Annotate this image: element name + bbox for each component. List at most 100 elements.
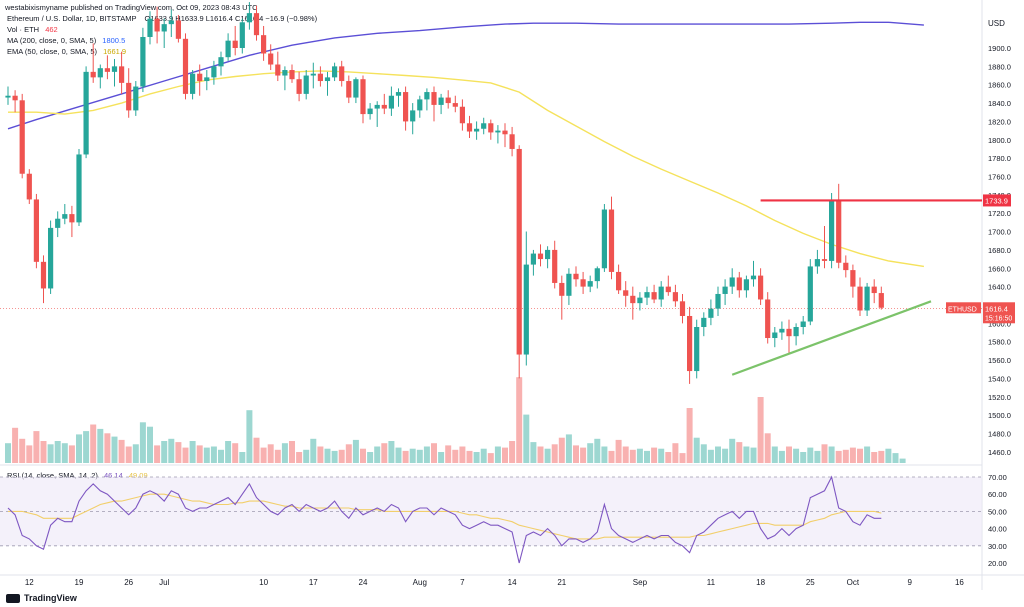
candle-body [502,130,508,135]
volume-bar [239,452,246,463]
rsi-label: RSI (14, close, SMA, 14, 2) [7,471,98,480]
candle-body [523,264,529,355]
candle-body [438,97,444,105]
candle-body [836,200,842,263]
candle-body [417,99,423,111]
volume-bar [431,443,437,463]
volume-bar [253,437,260,463]
volume-bar [338,449,345,463]
volume-bar [587,443,594,463]
volume-bar [296,452,303,463]
rsi-tick-label: 20.00 [988,559,1007,568]
candle-body [772,332,778,339]
ema-value: 1661.9 [103,47,127,56]
volume-bar [523,414,530,463]
volume-bar [331,450,338,463]
volume-bar [5,443,11,463]
candle-body [374,104,380,109]
price-tick-label: 1560.0 [988,356,1011,365]
candle-body [452,103,458,107]
volume-bar [352,439,359,463]
tradingview-logo: TradingView [6,593,77,603]
candle-body [40,261,47,289]
volume-bar [558,437,565,463]
candle-body [253,13,260,36]
resistance-price-label: 1733.9 [985,196,1008,205]
candle-body [850,270,856,287]
symbol-tag-label: ETHUSD [948,306,977,313]
candle-body [793,327,799,337]
price-tick-label: 1720.0 [988,209,1011,218]
time-tick-label: 10 [259,578,268,587]
candle-body [807,266,813,322]
candle-body [69,214,75,223]
volume-bar [686,408,693,463]
volume-bar [494,446,501,463]
volume-bar [132,444,139,463]
candle-body [736,277,742,291]
price-tick-label: 1540.0 [988,374,1011,383]
volume-bar [750,447,757,463]
volume-bar [210,446,217,463]
volume-bar [409,448,416,463]
candle-body [261,35,267,54]
candle-body [672,292,678,302]
time-tick-label: Sep [633,578,648,587]
volume-bar [849,447,856,463]
candle-body [360,79,366,115]
candle-body [516,148,522,355]
volume-bar [189,441,196,463]
candle-body [679,301,686,316]
candle-body [665,286,671,293]
candle-body [424,92,430,100]
volume-bar [764,433,771,463]
volume-bar [707,449,714,463]
candle-body [864,286,870,311]
time-tick-label: 7 [460,578,465,587]
volume-bar [580,447,587,463]
price-tick-label: 1680.0 [988,246,1011,255]
volume-bar [324,448,331,463]
candle-body [90,71,96,78]
candle-body [218,57,224,67]
volume-bar [729,438,736,463]
volume-value: 462 [45,25,58,34]
volume-legend: Vol · ETH 462 [7,25,58,35]
candle-body [381,104,387,109]
candle-body [55,218,61,228]
candle-body [843,262,849,271]
tradingview-logo-text: TradingView [24,593,77,603]
volume-bar [317,446,324,463]
time-tick-label: 16 [955,578,964,587]
volume-bar [40,441,47,463]
volume-bar [68,445,75,463]
volume-bar [878,450,885,463]
volume-bar [899,458,906,463]
time-tick-label: 18 [756,578,765,587]
candle-body [466,123,473,132]
candle-body [878,293,884,308]
volume-bar [97,428,104,463]
candle-body [104,68,110,72]
time-tick-label: 21 [557,578,566,587]
volume-bar [139,422,146,463]
candle-body [126,82,132,111]
currency-label: USD [988,19,1005,28]
volume-bar [260,447,267,463]
candle-body [26,173,32,200]
volume-bar [83,431,90,463]
candle-body [630,295,636,304]
volume-bar [722,448,729,463]
candle-body [140,36,146,87]
volume-bar [892,453,899,463]
volume-bar [651,447,658,463]
candle-body [182,38,189,94]
ema-label: EMA (50, close, 0, SMA, 5) [7,47,98,56]
candle-body [608,209,615,272]
volume-bar [629,449,636,463]
candle-body [190,73,196,94]
volume-bar [473,452,480,463]
rsi-value: 46.14 [103,471,123,480]
candle-body [729,277,735,287]
